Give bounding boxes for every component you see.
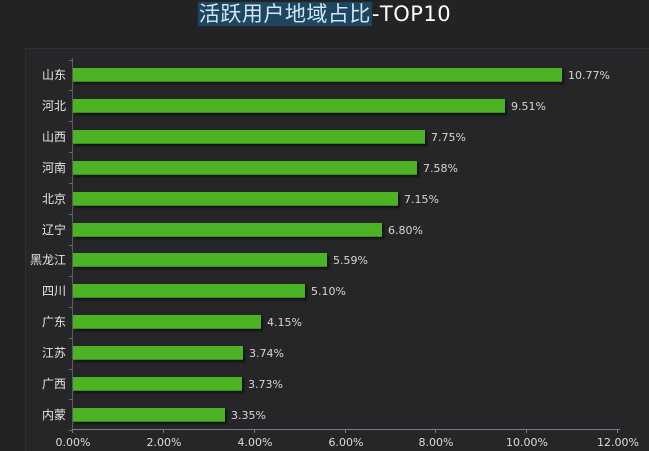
category-label: 河南 [41, 161, 66, 175]
bar[interactable] [73, 161, 417, 175]
x-tick [526, 429, 527, 433]
y-tick [69, 60, 73, 61]
bar[interactable] [73, 223, 382, 237]
bar[interactable] [73, 408, 225, 422]
y-tick [69, 121, 73, 122]
bar[interactable] [73, 346, 243, 360]
x-tick [345, 429, 346, 433]
value-label: 10.77% [568, 69, 610, 82]
value-label: 5.10% [311, 285, 346, 298]
x-tick [163, 429, 164, 433]
x-tick-label: 2.00% [146, 436, 182, 449]
y-tick [69, 183, 73, 184]
x-tick-label: 6.00% [328, 436, 364, 449]
value-label: 7.75% [431, 131, 466, 144]
category-label: 山东 [41, 68, 66, 82]
x-tick-label: 12.00% [597, 436, 639, 449]
value-label: 3.35% [231, 409, 266, 422]
chart-title-suffix: -TOP10 [371, 2, 452, 26]
y-tick [69, 214, 73, 215]
value-label: 9.51% [511, 100, 546, 113]
value-label: 4.15% [267, 316, 302, 329]
category-label: 黑龙江 [29, 253, 66, 267]
y-tick [69, 338, 73, 339]
y-tick [69, 399, 73, 400]
x-axis [72, 429, 620, 430]
y-tick [69, 90, 73, 91]
bar[interactable] [73, 99, 505, 113]
chart-title-main: 活跃用户地域占比 [197, 2, 372, 26]
y-tick [69, 152, 73, 153]
value-label: 3.74% [249, 347, 284, 360]
bar[interactable] [73, 192, 398, 206]
bar[interactable] [73, 284, 305, 298]
bar[interactable] [73, 315, 261, 329]
category-label: 北京 [41, 192, 66, 206]
y-tick [69, 276, 73, 277]
category-label: 辽宁 [41, 223, 66, 237]
y-tick [69, 245, 73, 246]
x-tick-label: 10.00% [506, 436, 548, 449]
y-axis [72, 58, 73, 430]
bar[interactable] [73, 130, 425, 144]
category-label: 江苏 [41, 346, 66, 360]
bar[interactable] [73, 68, 562, 82]
value-label: 5.59% [333, 254, 368, 267]
category-label: 内蒙 [41, 408, 66, 422]
x-tick [72, 429, 73, 433]
x-tick-label: 4.00% [237, 436, 273, 449]
category-label: 山西 [41, 130, 66, 144]
value-label: 3.73% [248, 378, 283, 391]
category-label: 广西 [41, 377, 66, 391]
value-label: 7.58% [423, 162, 458, 175]
value-label: 6.80% [388, 224, 423, 237]
x-tick-label: 0.00% [55, 436, 91, 449]
x-tick [435, 429, 436, 433]
chart-title: 活跃用户地域占比-TOP10 [0, 0, 649, 32]
category-label: 四川 [41, 284, 66, 298]
category-label: 广东 [41, 315, 66, 329]
value-label: 7.15% [404, 193, 439, 206]
bar[interactable] [73, 377, 242, 391]
y-tick [69, 430, 73, 431]
y-tick [69, 369, 73, 370]
bar[interactable] [73, 253, 327, 267]
x-tick [617, 429, 618, 433]
x-tick [254, 429, 255, 433]
x-tick-label: 8.00% [418, 436, 454, 449]
y-tick [69, 307, 73, 308]
category-label: 河北 [41, 99, 66, 113]
